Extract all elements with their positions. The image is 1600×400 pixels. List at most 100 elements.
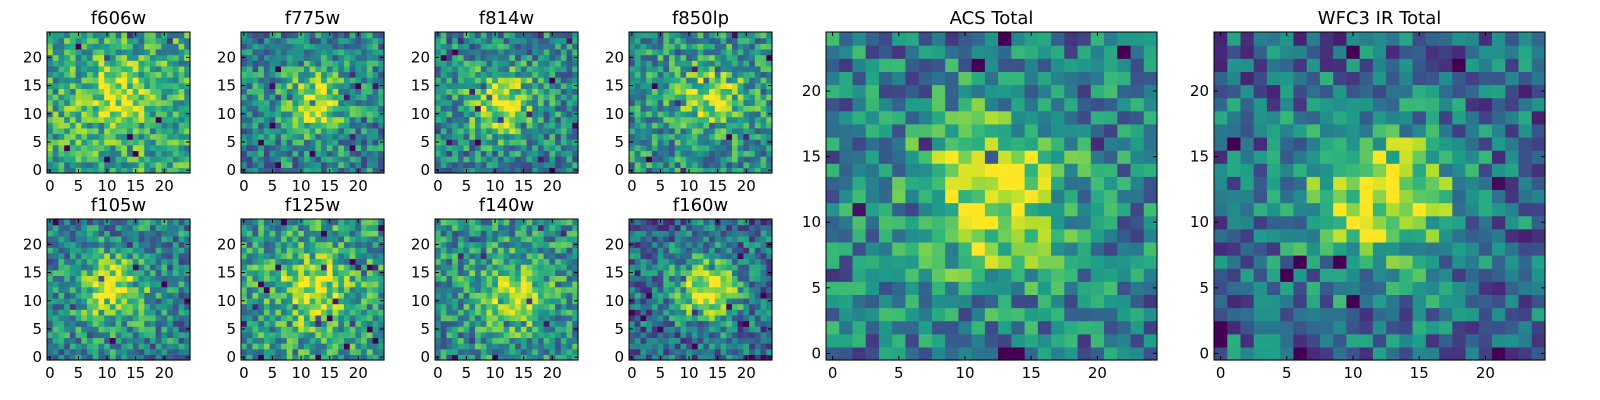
heatmap-cell (104, 241, 111, 248)
heatmap-cell (526, 269, 533, 276)
heatmap-cell (691, 82, 699, 89)
heatmap-cell (75, 65, 82, 73)
heatmap-cell (321, 297, 328, 305)
heatmap-cell (720, 343, 727, 350)
heatmap-cell (709, 127, 716, 135)
heatmap-cell (526, 99, 533, 106)
heatmap-cell (372, 337, 379, 344)
heatmap-cell (435, 331, 442, 339)
heatmap-cell (87, 60, 94, 67)
heatmap-cell (286, 116, 294, 123)
heatmap-cell (435, 247, 442, 254)
heatmap-cell (332, 48, 339, 56)
heatmap-cell (737, 354, 744, 361)
heatmap-cell (549, 48, 556, 56)
heatmap-cell (532, 297, 539, 305)
heatmap-cell (657, 331, 664, 339)
heatmap-cell (52, 88, 60, 95)
heatmap-cell (75, 230, 82, 237)
heatmap-cell (47, 77, 54, 84)
heatmap-cell (144, 88, 151, 95)
heatmap-cell (315, 54, 322, 61)
heatmap-cell (697, 292, 704, 299)
heatmap-cell (446, 94, 453, 101)
heatmap-cell (709, 48, 716, 56)
heatmap-cell (560, 133, 568, 140)
heatmap-cell (446, 337, 453, 344)
heatmap-cell (361, 314, 368, 322)
heatmap-cell (663, 354, 670, 361)
y-tick-label: 10 (605, 105, 624, 123)
heatmap-cell (104, 94, 111, 101)
heatmap-cell (640, 303, 647, 310)
heatmap-cell (263, 297, 271, 305)
panel-title: f140w (479, 195, 534, 216)
heatmap-cell (75, 88, 82, 95)
heatmap-cell (737, 32, 744, 39)
heatmap-cell (440, 309, 448, 316)
heatmap-cell (475, 331, 482, 339)
heatmap-cell (309, 326, 316, 333)
heatmap-cell (87, 303, 94, 310)
heatmap-cell (292, 241, 299, 248)
heatmap-cell (258, 122, 265, 129)
heatmap-cell (298, 139, 305, 146)
heatmap-cell (566, 77, 573, 84)
heatmap-cell (127, 150, 134, 157)
heatmap-cell (760, 354, 767, 361)
heatmap-cell (674, 71, 682, 78)
heatmap-cell (709, 354, 716, 361)
heatmap-cell (543, 127, 550, 135)
heatmap-cell (269, 48, 276, 56)
heatmap-cell (463, 110, 470, 118)
heatmap-cell (680, 60, 687, 67)
heatmap-cell (463, 235, 470, 243)
x-tick-label: 0 (45, 177, 55, 195)
heatmap-cell (457, 71, 465, 78)
heatmap-cell (674, 309, 682, 316)
heatmap-cell (326, 105, 334, 112)
heatmap-cell (503, 258, 510, 265)
heatmap-cell (572, 286, 579, 293)
heatmap-cell (366, 247, 374, 254)
heatmap-cell (378, 60, 385, 67)
heatmap-cell (315, 297, 322, 305)
heatmap-cell (281, 354, 288, 361)
heatmap-cell (686, 144, 693, 152)
heatmap-cell (766, 94, 773, 101)
heatmap-cell (537, 116, 545, 123)
heatmap-cell (144, 281, 151, 288)
heatmap-cell (663, 337, 670, 344)
heatmap-cell (252, 241, 259, 248)
heatmap-cell (509, 32, 516, 39)
heatmap-cell (709, 331, 716, 339)
heatmap-cell (104, 105, 111, 112)
heatmap-cell (155, 230, 162, 237)
heatmap-cell (58, 77, 65, 84)
heatmap-cell (75, 252, 82, 260)
heatmap-cell (435, 88, 442, 95)
heatmap-cell (754, 127, 762, 135)
heatmap-cell (555, 320, 562, 327)
heatmap-cell (178, 105, 185, 112)
heatmap-cell (281, 116, 288, 123)
heatmap-cell (263, 110, 271, 118)
heatmap-cell (87, 343, 94, 350)
heatmap-cell (184, 281, 191, 288)
heatmap-cell (520, 258, 528, 265)
heatmap-cell (167, 264, 174, 271)
heatmap-cell (463, 88, 470, 95)
heatmap-cell (515, 88, 522, 95)
heatmap-cell (52, 71, 60, 78)
heatmap-cell (663, 54, 670, 61)
heatmap-cell (309, 348, 316, 355)
heatmap-cell (64, 309, 71, 316)
heatmap-cell (463, 337, 470, 344)
heatmap-cell (258, 309, 265, 316)
heatmap-cell (58, 224, 65, 231)
heatmap-cell (167, 337, 174, 344)
heatmap-cell (737, 37, 744, 44)
heatmap-cell (640, 314, 647, 322)
heatmap-cell (515, 122, 522, 129)
heatmap-cell (58, 71, 65, 78)
